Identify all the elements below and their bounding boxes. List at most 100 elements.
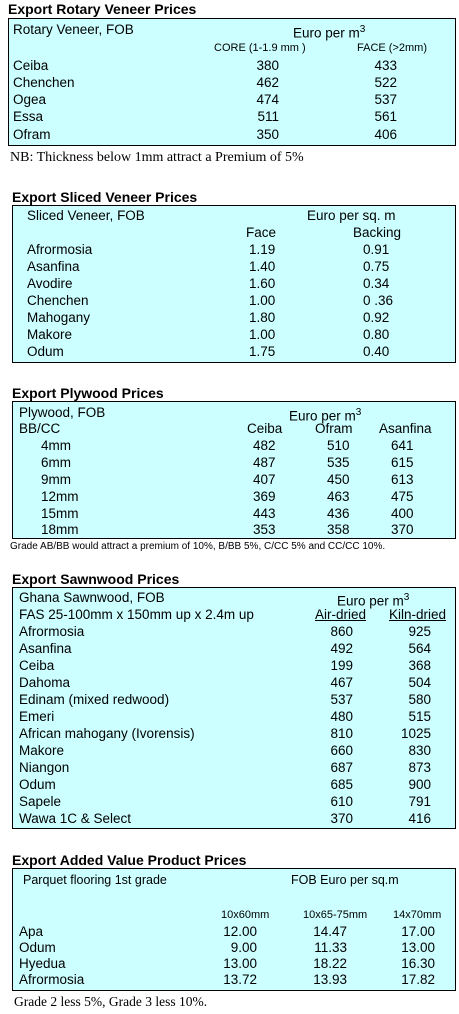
added-row-name: Hyedua bbox=[19, 956, 66, 971]
plywood-row-name: 15mm bbox=[41, 506, 79, 521]
added-row-c1: 12.00 bbox=[223, 924, 257, 939]
sliced-row-backing: 0.34 bbox=[363, 276, 390, 291]
sawn-row-kiln: 791 bbox=[408, 794, 431, 809]
plywood-row-asanfina: 615 bbox=[391, 455, 414, 470]
added-col-2: 10x65-75mm bbox=[303, 909, 368, 921]
plywood-label: Plywood, FOB bbox=[19, 405, 106, 420]
sawn-row-name: Emeri bbox=[19, 709, 55, 724]
sliced-row-name: Makore bbox=[27, 327, 73, 342]
added-row-c1: 13.00 bbox=[223, 956, 257, 971]
sliced-unit: Euro per sq. m bbox=[307, 208, 396, 223]
added-unit: FOB Euro per sq.m bbox=[291, 873, 399, 887]
sawn-title: Export Sawnwood Prices bbox=[12, 571, 180, 587]
sliced-row-name: Chenchen bbox=[27, 293, 89, 308]
rotary-col-face: FACE (>2mm) bbox=[357, 42, 427, 54]
sawn-row-name: Afrormosia bbox=[19, 624, 85, 639]
rotary-row-name: Chenchen bbox=[13, 75, 75, 90]
plywood-row-asanfina: 613 bbox=[391, 472, 414, 487]
sawn-row-air: 687 bbox=[330, 760, 353, 775]
plywood-note: Grade AB/BB would attract a premium of 1… bbox=[10, 541, 386, 552]
added-row-c2: 11.33 bbox=[314, 940, 347, 955]
sawn-label: Ghana Sawnwood, FOB bbox=[19, 590, 165, 605]
rotary-label: Rotary Veneer, FOB bbox=[13, 22, 134, 37]
plywood-row-ceiba: 407 bbox=[253, 472, 276, 487]
plywood-row-name: 18mm bbox=[41, 522, 79, 537]
plywood-title: Export Plywood Prices bbox=[12, 385, 164, 401]
rotary-row-face: 406 bbox=[374, 127, 397, 142]
added-row-c3: 17.00 bbox=[401, 924, 435, 939]
sliced-row-name: Afrormosia bbox=[27, 242, 93, 257]
sawn-row-kiln: 900 bbox=[408, 777, 431, 792]
sliced-row-backing: 0 .36 bbox=[363, 293, 394, 308]
plywood-row-ceiba: 487 bbox=[253, 455, 276, 470]
rotary-row-core: 380 bbox=[256, 58, 279, 73]
added-col-1: 10x60mm bbox=[221, 909, 270, 921]
plywood-row-ofram: 463 bbox=[327, 489, 350, 504]
plywood-row-asanfina: 641 bbox=[391, 438, 414, 453]
sawn-row-kiln: 368 bbox=[408, 658, 431, 673]
rotary-note: NB: Thickness below 1mm attract a Premiu… bbox=[10, 150, 304, 165]
rotary-row-core: 511 bbox=[257, 109, 279, 124]
sliced-row-backing: 0.75 bbox=[363, 259, 390, 274]
sliced-row-face: 1.00 bbox=[249, 327, 276, 342]
sawn-unit: Euro per m3 bbox=[337, 592, 410, 609]
sawn-row-name: African mahogany (Ivorensis) bbox=[19, 726, 195, 741]
plywood-row-asanfina: 400 bbox=[391, 506, 414, 521]
sawn-row-kiln: 873 bbox=[408, 760, 431, 775]
sawn-row-name: Dahoma bbox=[19, 675, 71, 690]
plywood-col-asanfina: Asanfina bbox=[379, 421, 432, 436]
plywood-col-ofram: Ofram bbox=[315, 421, 353, 436]
sawn-row-air: 492 bbox=[330, 641, 353, 656]
sawn-row-air: 467 bbox=[330, 675, 353, 690]
sliced-title: Export Sliced Veneer Prices bbox=[12, 189, 198, 205]
sliced-row-name: Avodire bbox=[27, 276, 73, 291]
plywood-row-name: 6mm bbox=[41, 455, 71, 470]
sawn-row-air: 685 bbox=[330, 777, 353, 792]
added-label: Parquet flooring 1st grade bbox=[23, 873, 167, 887]
added-row-c3: 13.00 bbox=[401, 940, 435, 955]
plywood-row-ceiba: 353 bbox=[253, 522, 276, 537]
sliced-col-face: Face bbox=[246, 225, 277, 240]
rotary-row-face: 433 bbox=[374, 58, 397, 73]
rotary-row-name: Ogea bbox=[13, 92, 47, 107]
sawn-row-name: Niangon bbox=[19, 760, 70, 775]
sliced-row-name: Asanfina bbox=[27, 259, 80, 274]
sliced-row-face: 1.19 bbox=[249, 242, 276, 257]
sliced-table: Sliced Veneer, FOB Euro per sq. m Face B… bbox=[12, 205, 456, 363]
rotary-row-face: 522 bbox=[374, 75, 397, 90]
sawn-row-air: 370 bbox=[330, 811, 353, 826]
plywood-row-name: 9mm bbox=[41, 472, 71, 487]
plywood-row-ofram: 450 bbox=[327, 472, 350, 487]
rotary-row-core: 350 bbox=[256, 127, 279, 142]
sliced-row-face: 1.40 bbox=[249, 259, 276, 274]
rotary-row-name: Essa bbox=[13, 109, 44, 124]
rotary-row-core: 462 bbox=[256, 75, 279, 90]
sawn-col-air: Air-dried bbox=[315, 607, 367, 622]
plywood-row-name: 12mm bbox=[41, 489, 79, 504]
added-table: Parquet flooring 1st grade FOB Euro per … bbox=[12, 868, 456, 991]
sliced-row-face: 1.60 bbox=[249, 276, 276, 291]
sawn-row-air: 810 bbox=[330, 726, 353, 741]
sawn-row-kiln: 564 bbox=[408, 641, 431, 656]
added-row-c2: 13.93 bbox=[313, 972, 347, 987]
rotary-row-name: Ceiba bbox=[13, 58, 49, 73]
plywood-row-ofram: 436 bbox=[327, 506, 350, 521]
sawn-row-air: 537 bbox=[330, 692, 353, 707]
sawn-row-name: Makore bbox=[19, 743, 65, 758]
rotary-row-core: 474 bbox=[256, 92, 279, 107]
sawn-row-kiln: 515 bbox=[408, 709, 431, 724]
rotary-row-face: 561 bbox=[374, 109, 397, 124]
added-note: Grade 2 less 5%, Grade 3 less 10%. bbox=[14, 994, 208, 1009]
plywood-row-ceiba: 369 bbox=[253, 489, 276, 504]
sliced-row-face: 1.75 bbox=[249, 344, 276, 359]
rotary-row-face: 537 bbox=[374, 92, 397, 107]
sawn-col-kiln: Kiln-dried bbox=[389, 607, 447, 622]
sawn-spec: FAS 25-100mm x 150mm up x 2.4m up bbox=[19, 607, 254, 622]
sliced-row-name: Odum bbox=[27, 344, 64, 359]
added-row-c3: 16.30 bbox=[401, 956, 435, 971]
plywood-row-ofram: 358 bbox=[327, 522, 350, 537]
added-row-c3: 17.82 bbox=[401, 972, 435, 987]
plywood-row-ceiba: 443 bbox=[253, 506, 276, 521]
sawn-row-kiln: 580 bbox=[408, 692, 431, 707]
added-row-name: Apa bbox=[19, 924, 44, 939]
